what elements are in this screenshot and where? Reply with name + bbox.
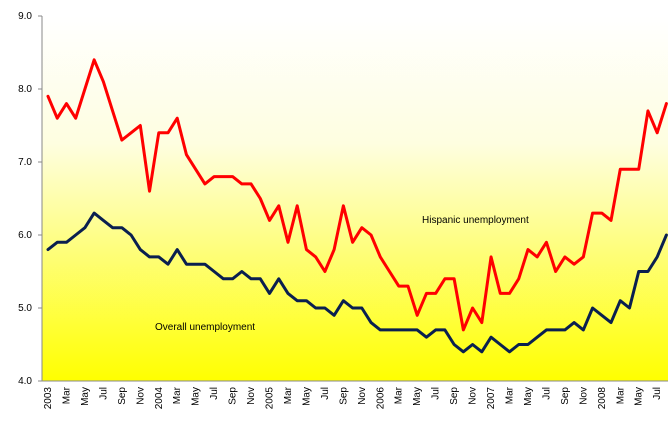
x-tick-label: Mar (505, 386, 516, 404)
x-tick-label: Jul (652, 387, 663, 400)
x-tick-label: Jul (98, 387, 109, 400)
x-tick-label: Mar (61, 386, 72, 404)
x-tick-label: Sep (560, 387, 571, 405)
x-tick-label: 2004 (154, 387, 165, 410)
x-tick-label: Mar (172, 386, 183, 404)
x-tick-label: Nov (578, 387, 589, 405)
series-annotation: Overall unemployment (155, 322, 255, 333)
series-line (46, 58, 668, 332)
x-tick-label: May (634, 387, 645, 406)
x-tick-label: 2007 (486, 387, 497, 410)
x-tick-label: Nov (246, 387, 257, 405)
y-tick-label: 7.0 (18, 157, 32, 168)
x-tick-label: 2003 (43, 387, 54, 410)
x-tick-label: May (412, 387, 423, 406)
y-tick-label: 6.0 (18, 230, 32, 241)
x-tick-label: Mar (394, 386, 405, 404)
x-tick-label: Nov (468, 387, 479, 405)
x-tick-label: Sep (449, 387, 460, 405)
x-tick-label: Sep (117, 387, 128, 405)
y-tick-label: 9.0 (18, 11, 32, 22)
x-tick-label: Jul (431, 387, 442, 400)
y-tick-label: 8.0 (18, 84, 32, 95)
x-tick-label: Jul (320, 387, 331, 400)
x-tick-label: Mar (615, 386, 626, 404)
x-tick-label: Nov (357, 387, 368, 405)
x-tick-label: Sep (228, 387, 239, 405)
x-tick-label: Jul (541, 387, 552, 400)
x-tick-label: Jul (209, 387, 220, 400)
series-annotation: Hispanic unemployment (422, 215, 529, 226)
x-tick-label: Sep (338, 387, 349, 405)
x-tick-label: 2008 (597, 387, 608, 410)
y-tick-label: 5.0 (18, 303, 32, 314)
x-tick-label: May (191, 387, 202, 406)
x-tick-label: 2005 (265, 387, 276, 410)
plot-background (42, 16, 668, 381)
x-tick-label: May (80, 387, 91, 406)
x-tick-label: 2006 (375, 387, 386, 410)
x-tick-label: May (301, 387, 312, 406)
x-tick-label: May (523, 387, 534, 406)
y-tick-label: 4.0 (18, 376, 32, 387)
x-tick-label: Mar (283, 386, 294, 404)
series-line (46, 211, 668, 354)
x-tick-label: Nov (135, 387, 146, 405)
